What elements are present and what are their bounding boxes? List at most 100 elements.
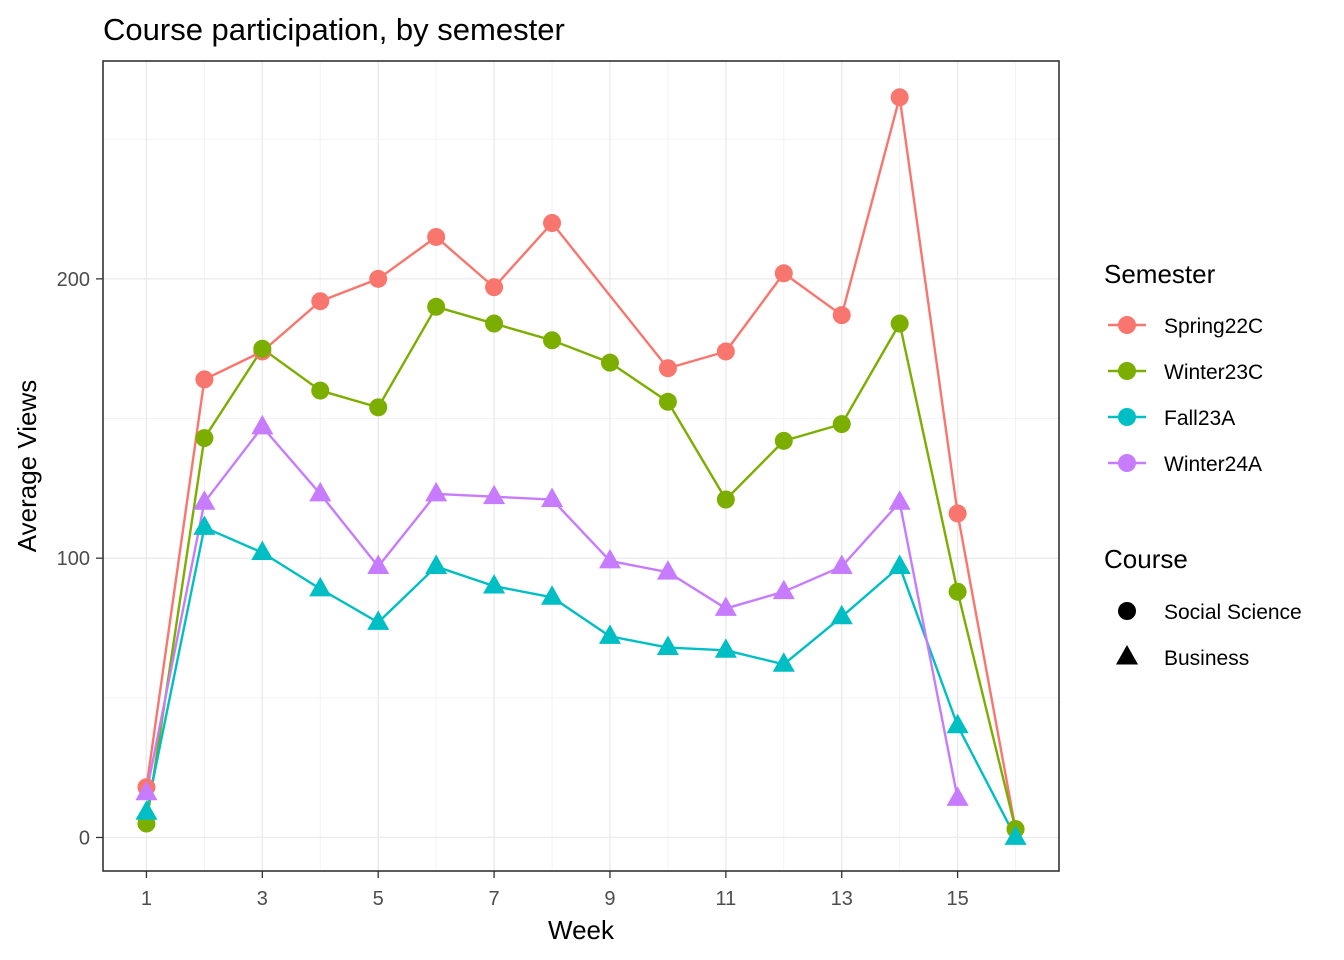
data-point-winter24a [888, 490, 911, 510]
panel-border [102, 60, 1060, 872]
series-points-spring22c [137, 88, 1025, 839]
data-point-winter24a [772, 579, 795, 600]
data-point-winter23c [369, 398, 388, 417]
data-point-fall23a [367, 610, 390, 630]
data-point-winter24a [714, 596, 737, 616]
legend-item-winter24a: Winter24A [1108, 453, 1262, 476]
legend-label: Winter23C [1164, 361, 1263, 384]
data-point-fall23a [1004, 825, 1027, 845]
data-point-fall23a [772, 652, 795, 672]
data-point-spring22c [658, 359, 677, 378]
data-point-winter24a [425, 481, 448, 502]
data-point-winter23c [485, 314, 504, 333]
data-point-winter24a [830, 554, 853, 574]
data-point-winter24a [656, 560, 679, 580]
data-point-winter23c [658, 392, 677, 411]
x-axis-title: Week [548, 915, 615, 945]
x-tick-label: 11 [715, 888, 736, 910]
data-point-winter24a [251, 414, 274, 435]
data-point-winter23c [253, 339, 272, 358]
data-point-fall23a [193, 515, 216, 535]
series-points-winter23c [137, 297, 1025, 839]
data-point-fall23a [309, 576, 332, 597]
data-point-winter23c [774, 431, 793, 450]
data-point-fall23a [483, 574, 506, 594]
data-point-spring22c [369, 269, 388, 288]
y-tick-label: 200 [57, 269, 90, 291]
shape-legend-title: Course [1104, 544, 1188, 574]
legend-point-swatch [1118, 362, 1136, 380]
x-tick-label: 9 [604, 888, 615, 910]
data-point-spring22c [543, 214, 562, 232]
legend-point-swatch [1118, 454, 1136, 472]
data-point-fall23a [830, 604, 853, 625]
data-point-winter23c [543, 331, 562, 350]
data-point-winter24a [135, 780, 158, 801]
data-point-winter23c [195, 429, 214, 448]
data-point-winter23c [890, 314, 909, 333]
x-tick-label: 15 [946, 888, 968, 910]
legend-label: Winter24A [1164, 453, 1262, 476]
series-line-fall23a [145, 526, 1017, 839]
legend-item-business: Business [1115, 645, 1249, 670]
data-point-spring22c [890, 88, 909, 107]
data-point-winter24a [946, 786, 969, 806]
legend-item-spring22c: Spring22C [1108, 315, 1263, 338]
data-point-spring22c [832, 306, 851, 325]
data-point-spring22c [427, 227, 446, 246]
data-point-spring22c [716, 342, 735, 361]
data-point-winter24a [540, 487, 564, 507]
data-point-winter23c [427, 297, 446, 316]
data-point-winter24a [309, 481, 332, 502]
data-point-winter24a [598, 548, 622, 569]
legend-item-social-science: Social Science [1118, 601, 1302, 624]
legend-shape-circle [1118, 602, 1136, 620]
y-tick-label: 100 [57, 548, 90, 570]
data-point-winter23c [311, 381, 330, 400]
data-point-fall23a [656, 635, 679, 655]
series-line-winter23c [145, 305, 1017, 830]
gridlines [103, 61, 1059, 871]
data-point-fall23a [425, 554, 448, 574]
data-point-fall23a [540, 585, 564, 605]
x-tick-label: 1 [141, 888, 152, 910]
series-points-winter24a [135, 414, 969, 806]
legend-label: Business [1164, 647, 1249, 670]
series-fall23a [145, 526, 1017, 839]
legend-label: Spring22C [1164, 315, 1263, 338]
data-point-fall23a [888, 554, 911, 574]
series-points-fall23a [135, 515, 1027, 845]
x-tick-label: 13 [831, 888, 853, 910]
data-point-fall23a [714, 638, 737, 658]
data-point-winter23c [832, 415, 851, 434]
plot-series [135, 88, 1027, 845]
legend-shape-triangle [1115, 645, 1139, 665]
legend: Semester Course Spring22C Winter23C Fall23… [1104, 259, 1302, 670]
data-point-spring22c [948, 504, 967, 523]
data-point-fall23a [946, 713, 969, 734]
data-point-fall23a [598, 624, 622, 644]
legend-label: Social Science [1164, 601, 1302, 624]
x-tick-label: 5 [373, 888, 384, 910]
x-tick-label: 7 [489, 888, 500, 910]
y-tick-label: 0 [79, 827, 90, 849]
data-point-spring22c [774, 264, 793, 283]
series-line-spring22c [145, 96, 1017, 830]
legend-point-swatch [1118, 408, 1136, 426]
series-spring22c [145, 96, 1017, 830]
legend-item-fall23a: Fall23A [1108, 407, 1235, 430]
series-winter23c [145, 305, 1017, 830]
legend-item-winter23c: Winter23C [1108, 361, 1263, 384]
data-point-spring22c [311, 292, 330, 311]
data-point-fall23a [135, 800, 158, 820]
data-point-spring22c [195, 370, 214, 389]
x-tick-label: 3 [257, 888, 268, 910]
data-point-winter23c [716, 490, 735, 509]
data-point-winter24a [193, 490, 216, 510]
data-point-winter23c [948, 582, 967, 601]
legend-label: Fall23A [1164, 407, 1235, 430]
y-axis-title: Average Views [12, 380, 42, 552]
data-point-winter24a [483, 484, 506, 505]
